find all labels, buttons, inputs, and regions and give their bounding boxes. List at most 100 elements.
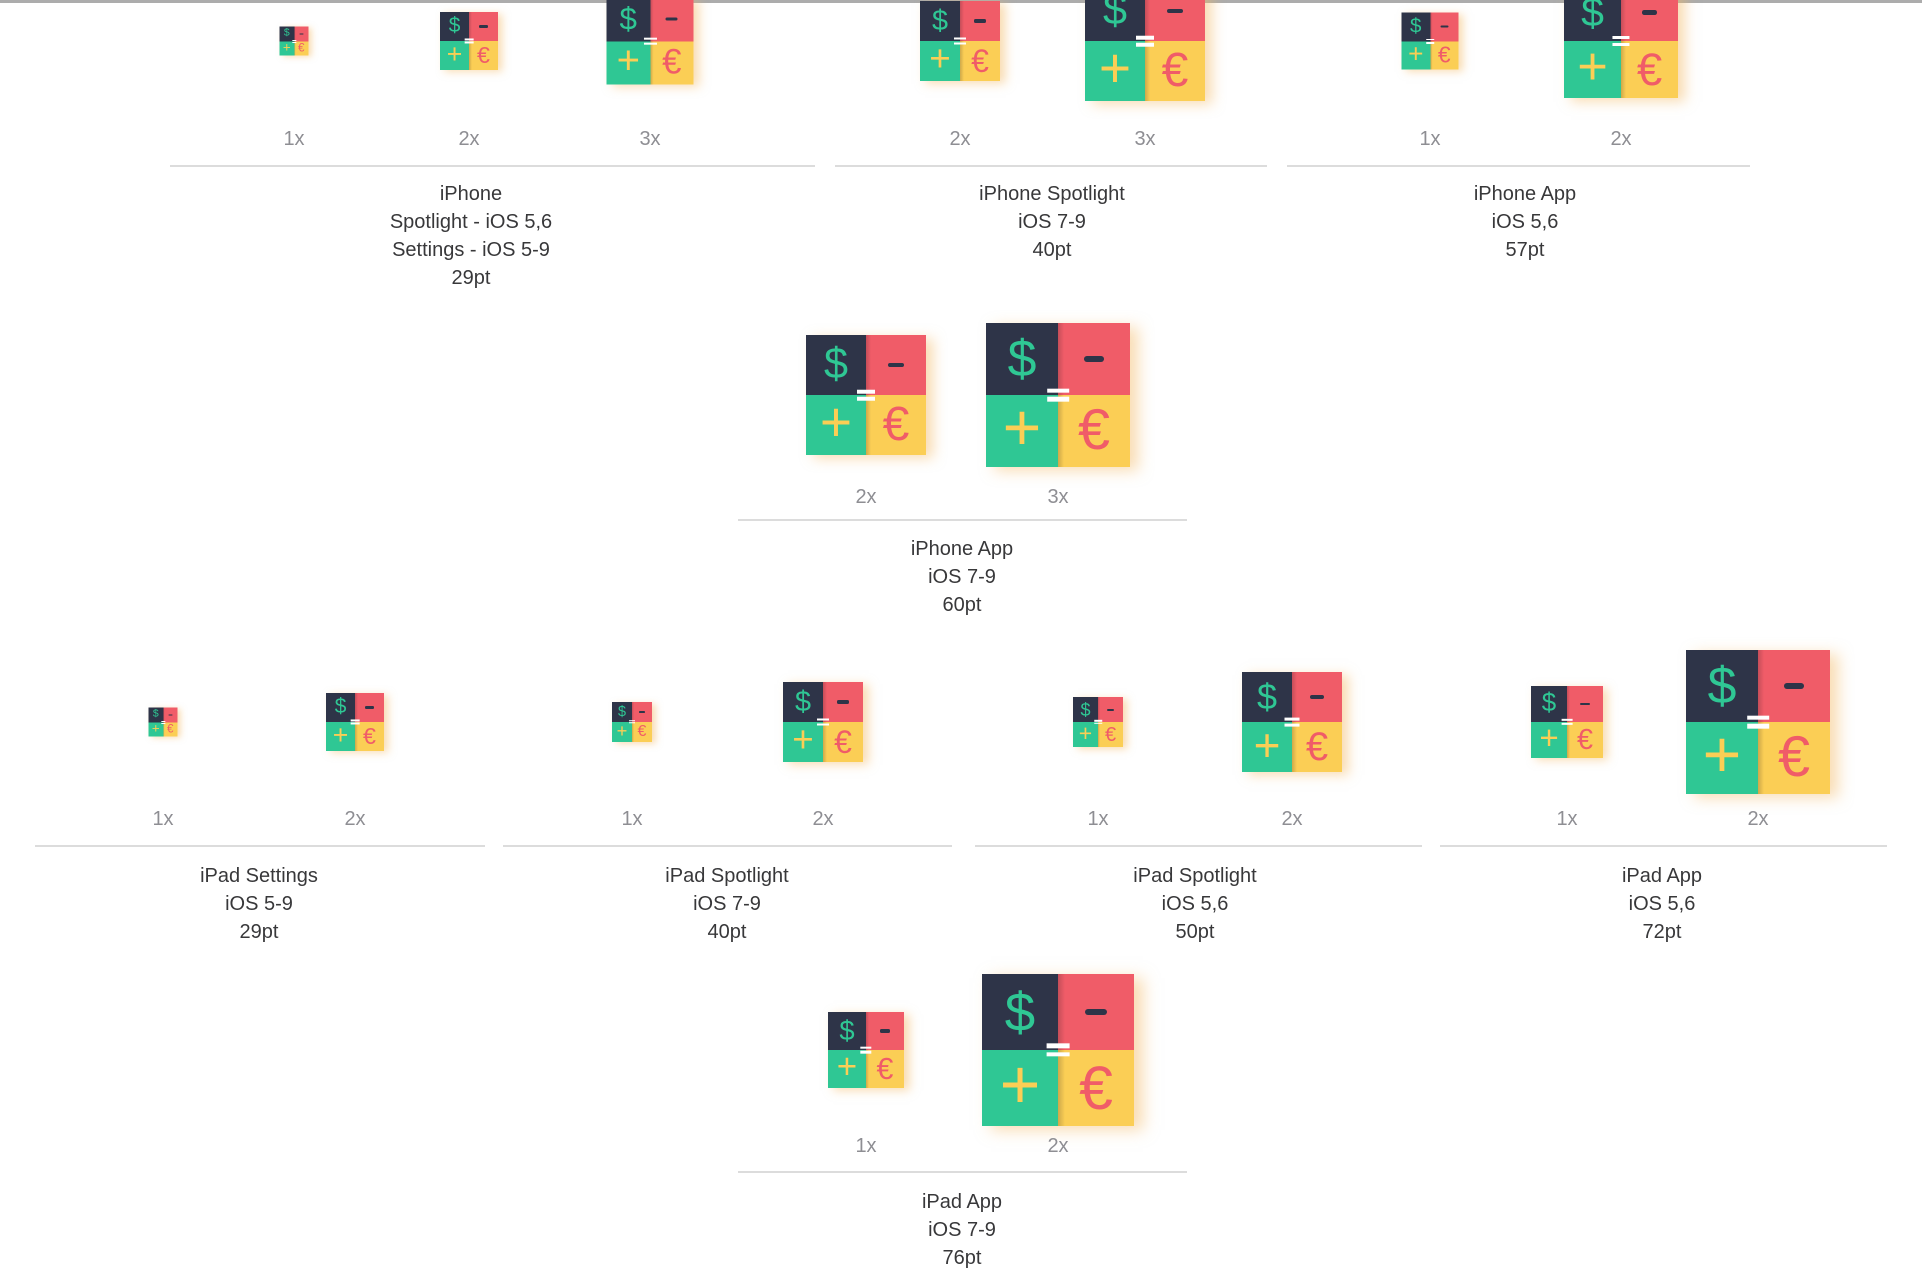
dollar-icon: $ xyxy=(823,340,849,389)
app-icon: $ + € xyxy=(279,26,309,56)
minus-icon xyxy=(1440,25,1449,28)
icon-quadrant-dollar: $ xyxy=(440,12,469,41)
plus-icon: + xyxy=(1253,722,1281,771)
icon-quadrant-minus xyxy=(469,12,498,41)
plus-icon: + xyxy=(151,722,160,736)
dollar-icon: $ xyxy=(448,14,461,38)
plus-icon: + xyxy=(282,41,291,55)
title-line: iPhone App xyxy=(1473,183,1577,205)
group-divider xyxy=(738,1171,1187,1173)
minus-icon xyxy=(299,33,304,35)
icon-quadrant-euro: € xyxy=(1567,722,1603,758)
dollar-icon: $ xyxy=(152,708,159,720)
app-icon: $ + € xyxy=(1085,0,1205,101)
dollar-icon: $ xyxy=(617,703,626,720)
scale-label-2x: 2x xyxy=(344,808,366,830)
title-line: iPad Spotlight xyxy=(665,865,789,887)
app-icon: $ + € xyxy=(1073,697,1123,747)
minus-icon xyxy=(1083,356,1105,362)
icon-quadrant-euro: € xyxy=(866,1050,904,1088)
group-title: iPad Settings iOS 5-9 29pt xyxy=(200,862,318,946)
icon-quadrant-dollar: $ xyxy=(1242,672,1292,722)
euro-icon: € xyxy=(971,43,989,79)
icon-quadrant-euro: € xyxy=(163,722,178,737)
icon-quadrant-plus: + xyxy=(783,722,823,762)
minus-icon xyxy=(1783,683,1805,689)
icon-quadrant-plus: + xyxy=(1531,722,1567,758)
icon-quadrant-minus xyxy=(866,1012,904,1050)
dollar-icon: $ xyxy=(1541,689,1557,718)
scale-label-3x: 3x xyxy=(639,128,661,150)
group-divider xyxy=(975,845,1422,847)
icon-quadrant-euro: € xyxy=(1058,1050,1134,1126)
scale-label-3x: 3x xyxy=(1047,486,1069,508)
icon-quadrant-minus xyxy=(823,682,863,722)
icon-quadrant-dollar: $ xyxy=(1401,12,1430,41)
minus-icon xyxy=(1107,708,1114,711)
scale-label-2x: 2x xyxy=(1047,1135,1069,1157)
dollar-icon: $ xyxy=(1007,329,1037,388)
icon-quadrant-dollar: $ xyxy=(982,974,1058,1050)
dollar-icon: $ xyxy=(1102,0,1128,35)
title-line: iPhone xyxy=(439,183,503,205)
app-icon: $ + € xyxy=(1401,12,1459,70)
icon-quadrant-euro: € xyxy=(866,395,926,455)
scale-label-1x: 1x xyxy=(152,808,174,830)
dollar-icon: $ xyxy=(1004,980,1036,1043)
icon-quadrant-dollar: $ xyxy=(148,707,163,722)
plus-icon: + xyxy=(999,1050,1041,1123)
scale-label-2x: 2x xyxy=(1747,808,1769,830)
euro-icon: € xyxy=(834,724,852,760)
euro-icon: € xyxy=(167,722,174,736)
title-line: 29pt xyxy=(451,267,491,289)
icon-quadrant-dollar: $ xyxy=(1531,686,1567,722)
app-icon: $ + € xyxy=(148,707,178,737)
app-icon: $ + € xyxy=(828,1012,904,1088)
scale-label-2x: 2x xyxy=(458,128,480,150)
icon-quadrant-euro: € xyxy=(1145,41,1205,101)
app-icon: $ + € xyxy=(440,12,498,70)
icon-quadrant-plus: + xyxy=(148,722,163,737)
title-line: iPhone Spotlight xyxy=(979,183,1125,205)
minus-icon xyxy=(1085,1008,1107,1016)
icon-quadrant-dollar: $ xyxy=(828,1012,866,1050)
title-line: 72pt xyxy=(1642,921,1682,943)
icon-quadrant-minus xyxy=(1621,0,1678,41)
icon-quadrant-dollar: $ xyxy=(279,26,294,41)
icon-quadrant-minus xyxy=(1058,974,1134,1050)
icon-quadrant-minus xyxy=(1758,650,1830,722)
plus-icon: + xyxy=(616,722,628,741)
icon-quadrant-euro: € xyxy=(1292,722,1342,772)
minus-icon xyxy=(837,700,849,704)
group-title: iPhone App iOS 7-9 60pt xyxy=(911,535,1013,619)
title-line: 57pt xyxy=(1505,239,1545,261)
app-icon: $ + € xyxy=(1242,672,1342,772)
scale-label-2x: 2x xyxy=(1610,128,1632,150)
minus-icon xyxy=(1310,695,1324,699)
dollar-icon: $ xyxy=(931,4,948,37)
icon-cell-1x: $ + € xyxy=(1401,12,1459,70)
title-line: iPad Spotlight xyxy=(1133,865,1257,887)
euro-icon: € xyxy=(1305,725,1329,769)
group-divider xyxy=(170,165,815,167)
icon-cell-1x: $ + € xyxy=(828,1012,904,1088)
euro-icon: € xyxy=(477,41,490,68)
title-line: 40pt xyxy=(1032,239,1072,261)
plus-icon: + xyxy=(1078,722,1093,746)
scale-label-3x: 3x xyxy=(1134,128,1156,150)
plus-icon: + xyxy=(819,395,853,453)
title-line: 60pt xyxy=(942,594,982,616)
app-icon: $ + € xyxy=(986,323,1130,467)
scale-label-2x: 2x xyxy=(855,486,877,508)
dollar-icon: $ xyxy=(334,695,347,719)
icon-quadrant-plus: + xyxy=(1242,722,1292,772)
title-line: iOS 7-9 xyxy=(928,1219,996,1241)
icon-quadrant-minus xyxy=(1058,323,1130,395)
icon-quadrant-minus xyxy=(294,26,309,41)
icon-quadrant-minus xyxy=(866,335,926,395)
title-line: iOS 7-9 xyxy=(693,893,761,915)
icon-quadrant-euro: € xyxy=(960,41,1000,81)
plus-icon: + xyxy=(332,722,349,750)
icon-cell-1x: $ + € xyxy=(279,26,309,56)
euro-icon: € xyxy=(876,1051,894,1086)
